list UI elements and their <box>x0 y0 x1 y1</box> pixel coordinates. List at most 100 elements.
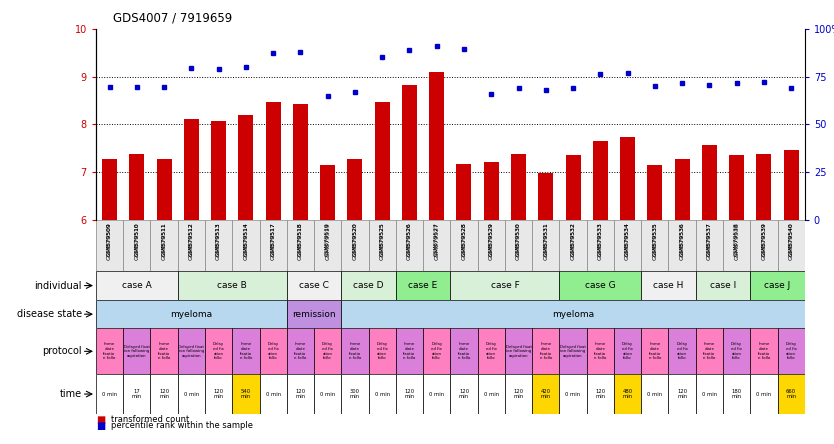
FancyBboxPatch shape <box>96 329 123 374</box>
FancyBboxPatch shape <box>478 220 505 271</box>
FancyBboxPatch shape <box>532 329 560 374</box>
FancyBboxPatch shape <box>341 374 369 414</box>
Text: ■: ■ <box>96 421 105 431</box>
FancyBboxPatch shape <box>123 374 150 414</box>
Bar <box>348 159 363 220</box>
Text: 420
min: 420 min <box>540 388 550 400</box>
Text: GSM879536: GSM879536 <box>680 222 685 256</box>
FancyBboxPatch shape <box>560 271 641 300</box>
Bar <box>702 145 717 220</box>
Bar <box>511 154 526 220</box>
Text: GSM879511: GSM879511 <box>162 222 167 260</box>
Bar <box>157 159 172 220</box>
FancyBboxPatch shape <box>751 374 777 414</box>
Text: myeloma: myeloma <box>552 309 594 319</box>
Text: Imme
diate
fixatio
n follo: Imme diate fixatio n follo <box>294 342 307 360</box>
Text: 0 min: 0 min <box>565 392 580 396</box>
Text: GSM879517: GSM879517 <box>271 222 275 260</box>
FancyBboxPatch shape <box>314 374 341 414</box>
FancyBboxPatch shape <box>586 329 614 374</box>
FancyBboxPatch shape <box>205 329 232 374</box>
Text: GSM879535: GSM879535 <box>652 222 657 256</box>
Text: Delayed fixat
ion following
aspiration: Delayed fixat ion following aspiration <box>560 345 586 358</box>
Bar <box>320 165 335 220</box>
Text: GDS4007 / 7919659: GDS4007 / 7919659 <box>113 12 232 24</box>
FancyBboxPatch shape <box>259 220 287 271</box>
Text: 540
min: 540 min <box>241 388 251 400</box>
Text: Delay
ed fix
ation
follo: Delay ed fix ation follo <box>676 342 688 360</box>
Text: 0 min: 0 min <box>484 392 499 396</box>
Text: 0 min: 0 min <box>647 392 662 396</box>
FancyBboxPatch shape <box>641 220 669 271</box>
FancyBboxPatch shape <box>751 220 777 271</box>
Text: GSM879520: GSM879520 <box>353 222 358 260</box>
Text: Imme
diate
fixatio
n follo: Imme diate fixatio n follo <box>649 342 661 360</box>
FancyBboxPatch shape <box>341 300 805 329</box>
Text: GSM879509: GSM879509 <box>107 222 112 260</box>
Text: remission: remission <box>292 309 336 319</box>
FancyBboxPatch shape <box>314 329 341 374</box>
Text: 120
min: 120 min <box>514 388 524 400</box>
Text: GSM879513: GSM879513 <box>216 222 221 256</box>
FancyBboxPatch shape <box>696 271 751 300</box>
FancyBboxPatch shape <box>232 329 259 374</box>
FancyBboxPatch shape <box>232 220 259 271</box>
Bar <box>402 85 417 220</box>
FancyBboxPatch shape <box>96 300 287 329</box>
Text: GSM879512: GSM879512 <box>188 222 193 260</box>
Text: Delay
ed fix
ation
follo: Delay ed fix ation follo <box>431 342 442 360</box>
Text: GSM879526: GSM879526 <box>407 222 412 256</box>
FancyBboxPatch shape <box>178 271 287 300</box>
FancyBboxPatch shape <box>396 271 450 300</box>
FancyBboxPatch shape <box>96 271 178 300</box>
Text: GSM879532: GSM879532 <box>570 222 575 260</box>
FancyBboxPatch shape <box>532 220 560 271</box>
Text: Delay
ed fix
ation
follo: Delay ed fix ation follo <box>786 342 796 360</box>
Text: time: time <box>59 389 82 399</box>
Text: GSM879519: GSM879519 <box>325 222 330 260</box>
Text: GSM879510: GSM879510 <box>134 222 139 260</box>
Bar <box>129 154 144 220</box>
FancyBboxPatch shape <box>369 374 396 414</box>
Text: case I: case I <box>710 281 736 290</box>
FancyBboxPatch shape <box>586 220 614 271</box>
Text: GSM879538: GSM879538 <box>734 222 739 256</box>
FancyBboxPatch shape <box>696 220 723 271</box>
Text: 120
min: 120 min <box>404 388 414 400</box>
Text: Delay
ed fix
ation
follo: Delay ed fix ation follo <box>731 342 742 360</box>
FancyBboxPatch shape <box>614 374 641 414</box>
FancyBboxPatch shape <box>287 300 341 329</box>
FancyBboxPatch shape <box>614 220 641 271</box>
Text: myeloma: myeloma <box>170 309 213 319</box>
Text: Imme
diate
fixatio
n follo: Imme diate fixatio n follo <box>349 342 361 360</box>
Text: Delayed fixat
ion following
aspiration: Delayed fixat ion following aspiration <box>178 345 204 358</box>
FancyBboxPatch shape <box>287 220 314 271</box>
Text: case B: case B <box>218 281 247 290</box>
Bar <box>538 173 553 220</box>
Text: GSM879520: GSM879520 <box>353 222 358 256</box>
Text: transformed count: transformed count <box>111 415 189 424</box>
FancyBboxPatch shape <box>178 220 205 271</box>
Text: GSM879514: GSM879514 <box>244 222 249 256</box>
Bar <box>675 159 690 220</box>
FancyBboxPatch shape <box>696 374 723 414</box>
Text: GSM879518: GSM879518 <box>298 222 303 256</box>
Text: Delay
ed fix
ation
follo: Delay ed fix ation follo <box>213 342 224 360</box>
FancyBboxPatch shape <box>641 271 696 300</box>
Text: 0 min: 0 min <box>374 392 389 396</box>
Text: Imme
diate
fixatio
n follo: Imme diate fixatio n follo <box>458 342 470 360</box>
FancyBboxPatch shape <box>478 329 505 374</box>
FancyBboxPatch shape <box>341 329 369 374</box>
Text: Delayed fixat
ion following
aspiration: Delayed fixat ion following aspiration <box>505 345 531 358</box>
FancyBboxPatch shape <box>560 374 586 414</box>
Text: GSM879529: GSM879529 <box>489 222 494 256</box>
Text: 120
min: 120 min <box>677 388 687 400</box>
FancyBboxPatch shape <box>232 374 259 414</box>
FancyBboxPatch shape <box>777 329 805 374</box>
Text: GSM879540: GSM879540 <box>789 222 794 260</box>
Text: 0 min: 0 min <box>102 392 117 396</box>
Text: disease state: disease state <box>17 309 82 319</box>
Text: Imme
diate
fixatio
n follo: Imme diate fixatio n follo <box>158 342 170 360</box>
Text: case J: case J <box>765 281 791 290</box>
Bar <box>593 141 608 220</box>
